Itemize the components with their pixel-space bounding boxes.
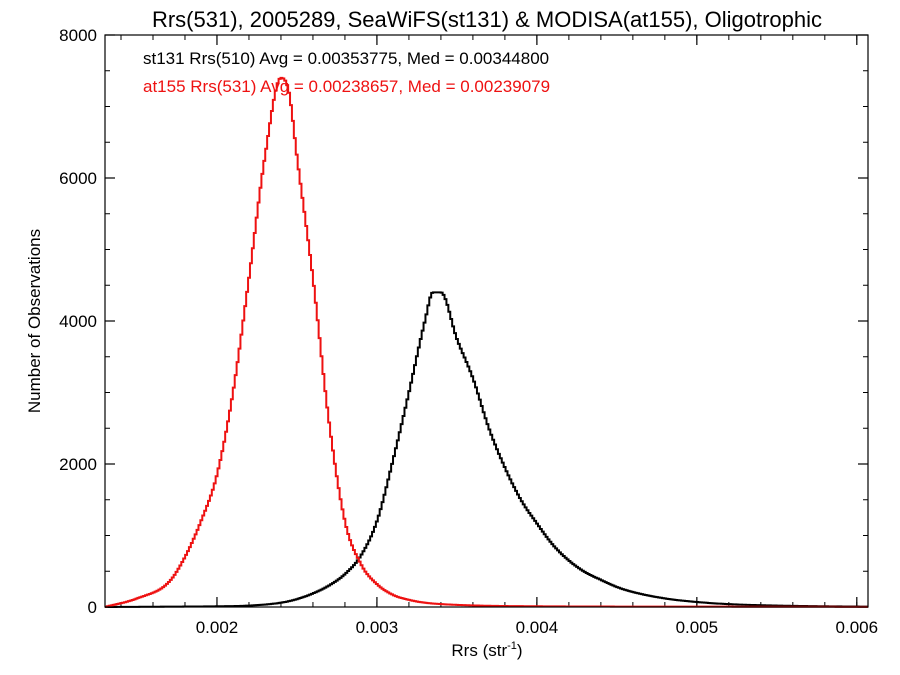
y-axis-label: Number of Observations: [25, 229, 44, 413]
x-axis-label: Rrs (str-1): [451, 640, 522, 660]
y-tick-label-2: 4000: [59, 312, 97, 331]
y-axis-label-group: Number of Observations: [25, 229, 44, 413]
x-axis-label-superscript: -1: [507, 640, 517, 652]
x-tick-label-3: 0.005: [676, 618, 719, 637]
y-tick-label-4: 8000: [59, 26, 97, 45]
y-axis-ticks: 0 2000 4000 6000 8000: [59, 26, 868, 617]
y-tick-label-0: 0: [88, 598, 97, 617]
plot-frame: [104, 34, 869, 608]
x-axis-label-main: Rrs (str: [451, 641, 507, 660]
chart-title: Rrs(531), 2005289, SeaWiFS(st131) & MODI…: [152, 7, 822, 32]
x-axis-label-suffix: ): [517, 641, 523, 660]
x-tick-label-1: 0.003: [356, 618, 399, 637]
series-line-at155: [105, 76, 868, 608]
x-tick-label-2: 0.004: [516, 618, 559, 637]
series-layer: [105, 76, 868, 608]
legend-entry-at155: at155 Rrs(531) Avg = 0.00238657, Med = 0…: [143, 77, 550, 96]
x-tick-label-4: 0.006: [836, 618, 879, 637]
legend: st131 Rrs(510) Avg = 0.00353775, Med = 0…: [143, 49, 550, 96]
y-tick-label-1: 2000: [59, 455, 97, 474]
y-tick-label-3: 6000: [59, 169, 97, 188]
legend-entry-st131: st131 Rrs(510) Avg = 0.00353775, Med = 0…: [143, 49, 549, 68]
series-line-st131: [105, 291, 868, 608]
x-axis-ticks: 0.002 0.003 0.004 0.005 0.006: [120, 35, 879, 637]
x-tick-label-0: 0.002: [196, 618, 239, 637]
